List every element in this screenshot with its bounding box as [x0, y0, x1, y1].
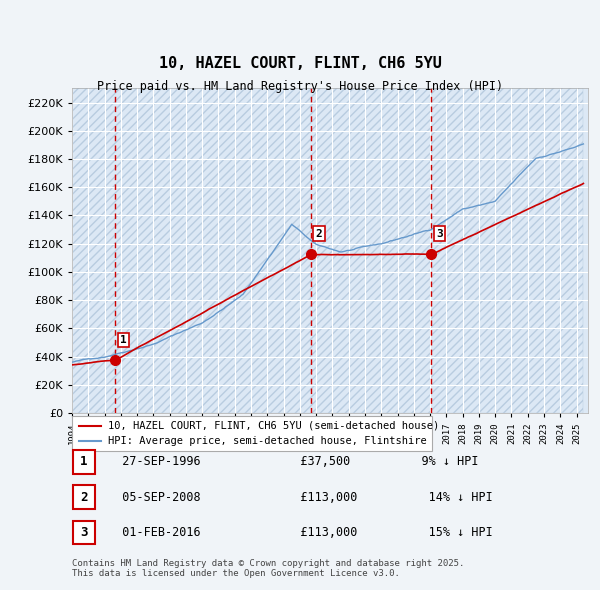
- Text: 1: 1: [80, 455, 88, 468]
- Text: 1: 1: [120, 335, 127, 345]
- Text: 10, HAZEL COURT, FLINT, CH6 5YU (semi-detached house): 10, HAZEL COURT, FLINT, CH6 5YU (semi-de…: [108, 421, 439, 431]
- Text: 3: 3: [436, 229, 443, 238]
- Text: Contains HM Land Registry data © Crown copyright and database right 2025.
This d: Contains HM Land Registry data © Crown c…: [72, 559, 464, 578]
- Text: 01-FEB-2016              £113,000          15% ↓ HPI: 01-FEB-2016 £113,000 15% ↓ HPI: [108, 526, 493, 539]
- FancyBboxPatch shape: [73, 520, 95, 545]
- Text: 27-SEP-1996              £37,500          9% ↓ HPI: 27-SEP-1996 £37,500 9% ↓ HPI: [108, 455, 479, 468]
- Text: 10, HAZEL COURT, FLINT, CH6 5YU: 10, HAZEL COURT, FLINT, CH6 5YU: [158, 56, 442, 71]
- Text: 2: 2: [80, 490, 88, 504]
- FancyBboxPatch shape: [73, 485, 95, 509]
- FancyBboxPatch shape: [73, 450, 95, 474]
- FancyBboxPatch shape: [72, 416, 432, 451]
- Text: 2: 2: [316, 229, 322, 238]
- Text: 05-SEP-2008              £113,000          14% ↓ HPI: 05-SEP-2008 £113,000 14% ↓ HPI: [108, 491, 493, 504]
- Text: Price paid vs. HM Land Registry's House Price Index (HPI): Price paid vs. HM Land Registry's House …: [97, 80, 503, 93]
- Text: 3: 3: [80, 526, 88, 539]
- Text: HPI: Average price, semi-detached house, Flintshire: HPI: Average price, semi-detached house,…: [108, 437, 427, 447]
